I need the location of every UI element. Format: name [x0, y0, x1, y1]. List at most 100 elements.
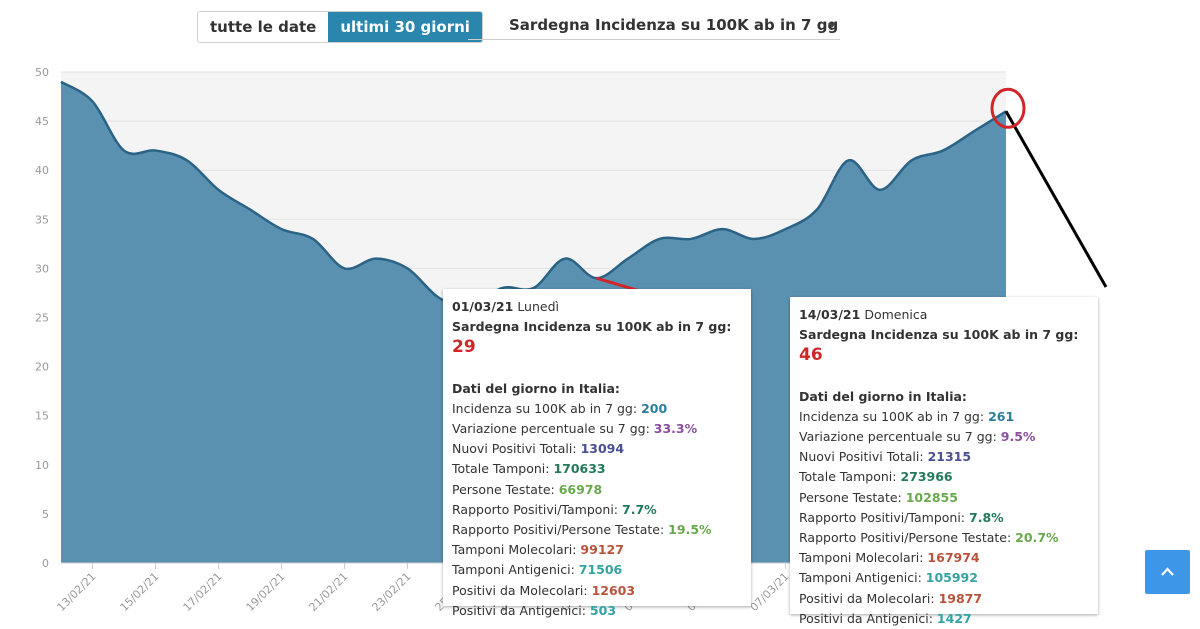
data-point[interactable] — [280, 227, 284, 231]
tooltip-row-label: Variazione percentuale su 7 gg: — [452, 421, 650, 437]
tooltip-row: Tamponi Molecolari: 167974 — [799, 548, 1089, 568]
data-point[interactable] — [311, 237, 315, 241]
tooltip-row-label: Rapporto Positivi/Persone Testate: — [452, 522, 665, 538]
tooltip-row-value: 9.5% — [1000, 429, 1036, 445]
tooltip-row-value: 503 — [589, 602, 617, 618]
tooltip-row-value: 170633 — [553, 461, 606, 477]
x-tick-label: 17/02/21 — [180, 570, 224, 614]
data-point[interactable] — [91, 99, 95, 103]
metric-select-value: Sardegna Incidenza su 100K ab in 7 gg — [509, 16, 839, 34]
data-point[interactable] — [941, 149, 945, 153]
tooltip-row-value: 19.5% — [668, 522, 712, 538]
tooltip-row-label: Incidenza su 100K ab in 7 gg: — [452, 400, 638, 416]
tooltip-row: Positivi da Antigenici: 503 — [452, 601, 742, 621]
tooltip-date: 14/03/21 — [799, 307, 861, 322]
data-point[interactable] — [973, 129, 977, 133]
x-tick-label: 19/02/21 — [243, 570, 287, 614]
annotation-circle — [990, 87, 1026, 129]
tooltip-row-value: 200 — [641, 400, 668, 416]
date-range-toggle: tutte le date ultimi 30 giorni — [197, 11, 483, 43]
x-tick-label: 13/02/21 — [54, 570, 98, 614]
tooltip-row-value: 19877 — [938, 590, 983, 606]
tooltip-section-title: Dati del giorno in Italia: — [799, 388, 967, 404]
tooltip-row-label: Positivi da Molecolari: — [452, 582, 588, 598]
last-30-days-button[interactable]: ultimi 30 giorni — [328, 12, 482, 42]
data-point[interactable] — [122, 149, 126, 153]
data-point[interactable] — [563, 257, 567, 261]
tooltip-row-label: Positivi da Molecolari: — [799, 590, 935, 606]
tooltip-point: 14/03/21 Domenica Sardegna Incidenza su … — [790, 297, 1098, 626]
y-tick-label: 30 — [35, 262, 49, 275]
tooltip-row-value: 1427 — [936, 610, 972, 626]
data-point[interactable] — [374, 257, 378, 261]
tooltip-row: Totale Tamponi: 170633 — [452, 459, 742, 479]
data-point[interactable] — [248, 207, 252, 211]
tooltip-section-title: Dati del giorno in Italia: — [452, 380, 620, 396]
tooltip-row: Persone Testate: 102855 — [799, 488, 1089, 508]
tooltip-metric-label: Sardegna Incidenza su 100K ab in 7 gg: — [799, 327, 1079, 343]
tooltip-row-label: Variazione percentuale su 7 gg: — [799, 429, 997, 445]
tooltip-row: Incidenza su 100K ab in 7 gg: 200 — [452, 399, 742, 419]
data-point[interactable] — [59, 80, 63, 84]
x-tick-label: 15/02/21 — [117, 570, 161, 614]
all-dates-button[interactable]: tutte le date — [198, 12, 329, 42]
y-tick-label: 5 — [42, 508, 49, 521]
data-point[interactable] — [752, 237, 756, 241]
tooltip-row-value: 20.7% — [1015, 530, 1059, 546]
data-point[interactable] — [878, 188, 882, 192]
tooltip-row: Positivi da Molecolari: 19877 — [799, 589, 1089, 609]
tooltip-row-label: Rapporto Positivi/Tamponi: — [799, 509, 966, 525]
tooltip-row-label: Tamponi Antigenici: — [452, 562, 575, 578]
tooltip-row-value: 273966 — [900, 469, 953, 485]
x-tick-label: 21/02/21 — [306, 570, 350, 614]
y-tick-label: 45 — [35, 115, 49, 128]
tooltip-date: 01/03/21 — [452, 299, 514, 314]
data-point[interactable] — [815, 207, 819, 211]
y-tick-label: 50 — [35, 66, 49, 79]
x-tick-label: 07/03/21 — [747, 570, 791, 614]
tooltip-row-label: Tamponi Molecolari: — [799, 550, 924, 566]
tooltip-row: Tamponi Antigenici: 105992 — [799, 568, 1089, 588]
tooltip-row: Tamponi Antigenici: 71506 — [452, 560, 742, 580]
tooltip-row: Rapporto Positivi/Persone Testate: 20.7% — [799, 528, 1089, 548]
tooltip-row: Variazione percentuale su 7 gg: 9.5% — [799, 427, 1089, 447]
x-tick-label: 23/02/21 — [369, 570, 413, 614]
tooltip-row: Nuovi Positivi Totali: 21315 — [799, 447, 1089, 467]
tooltip-row-label: Incidenza su 100K ab in 7 gg: — [799, 408, 985, 424]
data-point[interactable] — [847, 158, 851, 162]
tooltip-row-value: 167974 — [927, 550, 980, 566]
tooltip-row: Totale Tamponi: 273966 — [799, 467, 1089, 487]
y-tick-label: 20 — [35, 361, 49, 374]
data-point[interactable] — [154, 149, 158, 153]
metric-select[interactable]: Sardegna Incidenza su 100K ab in 7 gg — [468, 11, 840, 40]
y-tick-label: 25 — [35, 312, 49, 325]
data-point[interactable] — [910, 158, 914, 162]
data-point[interactable] — [406, 266, 410, 270]
data-point[interactable] — [437, 296, 441, 300]
data-point[interactable] — [721, 227, 725, 231]
tooltip-row-label: Persone Testate: — [452, 481, 555, 497]
data-point[interactable] — [185, 158, 189, 162]
tooltip-row-value: 102855 — [905, 489, 958, 505]
tooltip-metric-value: 46 — [799, 345, 823, 366]
tooltip-row-value: 99127 — [580, 542, 624, 558]
tooltip-row-label: Persone Testate: — [799, 489, 902, 505]
y-tick-label: 15 — [35, 410, 49, 423]
data-point[interactable] — [658, 237, 662, 241]
data-point[interactable] — [689, 237, 693, 241]
data-point[interactable] — [217, 188, 221, 192]
y-tick-label: 40 — [35, 164, 49, 177]
tooltip-row-label: Rapporto Positivi/Persone Testate: — [799, 530, 1012, 546]
scroll-to-top-button[interactable] — [1145, 550, 1190, 594]
data-point[interactable] — [343, 266, 347, 270]
tooltip-row: Tamponi Molecolari: 99127 — [452, 540, 742, 560]
data-point[interactable] — [626, 257, 630, 261]
tooltip-row: Rapporto Positivi/Tamponi: 7.8% — [799, 508, 1089, 528]
data-point[interactable] — [784, 227, 788, 231]
y-tick-label: 10 — [35, 459, 49, 472]
tooltip-row-value: 261 — [988, 408, 1015, 424]
chevron-up-icon — [1161, 567, 1174, 576]
tooltip-row-value: 12603 — [591, 582, 636, 598]
y-axis: 0 5 10 15 20 25 30 35 40 45 50 — [35, 66, 49, 570]
tooltip-row: Nuovi Positivi Totali: 13094 — [452, 439, 742, 459]
